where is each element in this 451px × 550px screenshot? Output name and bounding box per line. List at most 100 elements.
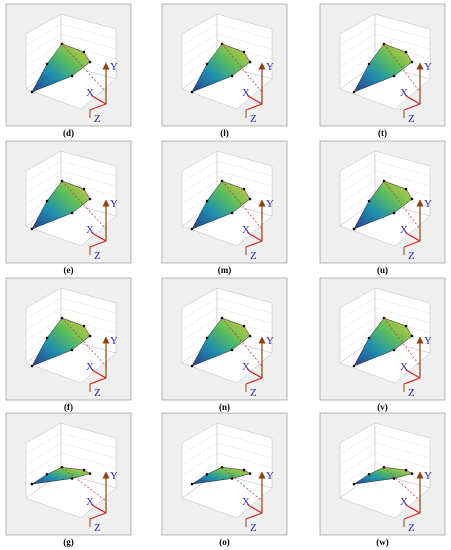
ref-line <box>61 467 107 502</box>
grid <box>374 432 431 449</box>
grid <box>181 160 218 183</box>
panel-label: (u) <box>377 265 388 275</box>
grid <box>216 160 273 177</box>
grid <box>60 33 117 50</box>
grid <box>25 307 62 331</box>
grid <box>25 442 62 466</box>
axis-label: X <box>242 87 250 99</box>
grid <box>216 23 273 40</box>
point <box>352 364 356 368</box>
grid <box>25 43 62 68</box>
point <box>82 468 86 472</box>
axis-label: Z <box>250 250 257 262</box>
axis-label: Z <box>250 113 257 125</box>
grid <box>216 170 273 187</box>
grid <box>181 462 218 488</box>
grid <box>339 23 376 46</box>
point <box>367 336 371 340</box>
axis-x <box>91 369 107 379</box>
point <box>404 187 408 191</box>
grid <box>339 452 376 477</box>
grid <box>25 452 62 477</box>
grid <box>181 307 218 331</box>
grid <box>339 33 376 57</box>
axis-label: Y <box>266 61 274 73</box>
point <box>352 90 356 94</box>
ref-line <box>221 43 263 93</box>
grid <box>216 33 273 50</box>
grid <box>25 297 62 320</box>
axis-z <box>245 240 263 248</box>
floor <box>339 337 431 384</box>
grid <box>25 170 62 194</box>
point <box>367 199 371 203</box>
grid <box>181 43 218 68</box>
axis-x <box>247 369 263 379</box>
axis-label: X <box>400 496 408 508</box>
axis-x <box>405 232 421 242</box>
grid <box>339 170 376 194</box>
panel-label: (n) <box>219 402 230 412</box>
ref-line <box>221 180 263 230</box>
grid <box>181 23 218 46</box>
point <box>230 348 234 352</box>
grid <box>181 33 218 57</box>
axis-label: Y <box>424 470 432 482</box>
point <box>205 199 209 203</box>
point <box>82 324 86 328</box>
point <box>392 477 396 480</box>
panel: X Y Z (d) <box>5 3 132 138</box>
grid <box>339 180 376 205</box>
floor <box>339 63 431 110</box>
panel: X Y Z (t) <box>319 3 446 138</box>
grid <box>25 160 62 183</box>
ref-line <box>383 467 421 502</box>
point <box>404 324 408 328</box>
point <box>45 473 49 476</box>
ref-line <box>221 467 263 502</box>
grid <box>339 43 376 68</box>
grid <box>339 190 376 216</box>
panel-label: (v) <box>377 402 388 412</box>
panel: X Y Z (n) <box>161 277 288 412</box>
axis-label: Z <box>408 113 415 125</box>
axis-label: Z <box>94 522 101 534</box>
grid <box>60 317 117 334</box>
grid <box>181 452 218 477</box>
grid <box>60 170 117 187</box>
panel-label: (l) <box>220 128 229 138</box>
point <box>45 62 49 66</box>
grid <box>374 452 431 469</box>
point <box>392 211 396 215</box>
grid <box>60 160 117 177</box>
ref-line <box>61 43 107 93</box>
axis-label: X <box>400 87 408 99</box>
grid <box>181 297 218 320</box>
point <box>30 227 34 231</box>
axis-label: Y <box>266 470 274 482</box>
point <box>248 472 252 475</box>
axis-z <box>403 512 421 520</box>
axis-label: Y <box>424 198 432 210</box>
grid <box>25 432 62 455</box>
point <box>190 482 194 486</box>
ref-line <box>221 317 263 367</box>
floor <box>339 200 431 247</box>
point <box>30 364 34 368</box>
point <box>88 60 92 64</box>
grid <box>60 43 117 60</box>
grid <box>339 327 376 353</box>
grid <box>339 160 376 183</box>
grid <box>339 297 376 320</box>
grid <box>60 180 117 197</box>
point <box>230 74 234 78</box>
axis-z <box>89 103 107 111</box>
grid <box>339 442 376 466</box>
panel: X Y Z (m) <box>161 140 288 275</box>
axis-label: Y <box>266 335 274 347</box>
ref-line <box>383 43 421 93</box>
axis-label: Y <box>110 335 118 347</box>
panel-label: (m) <box>218 265 232 275</box>
point <box>404 50 408 54</box>
grid <box>181 317 218 342</box>
